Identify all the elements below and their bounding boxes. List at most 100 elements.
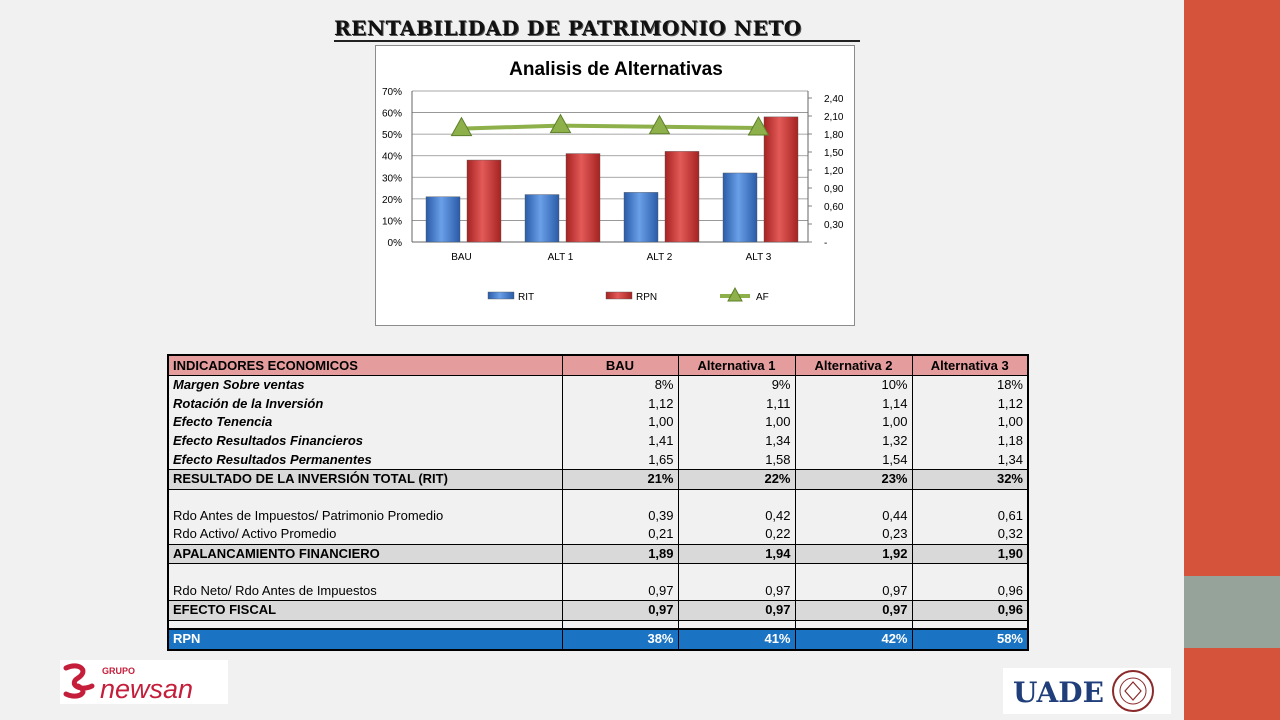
marker-af (450, 116, 473, 137)
left-axis-tick-label: 30% (382, 173, 402, 184)
left-axis-tick-label: 40% (382, 152, 402, 163)
row-value: 1,00 (911, 413, 1029, 432)
row-value: 0,96 (911, 581, 1029, 601)
table-row (167, 620, 1029, 629)
right-axis-tick-label: 1,80 (824, 130, 844, 141)
row-label: Rdo Antes de Impuestos/ Patrimonio Prome… (167, 506, 563, 526)
row-value: 1,12 (911, 394, 1029, 414)
row-value: 0,42 (677, 506, 796, 526)
row-value (677, 489, 796, 507)
marker-af (549, 113, 572, 134)
table-row-total: EFECTO FISCAL 0,97 0,97 0,97 0,96 (167, 599, 1029, 621)
marker-af (648, 114, 671, 135)
row-value (794, 489, 913, 507)
row-value (911, 489, 1029, 507)
row-value (677, 563, 796, 582)
row-value: 1,54 (794, 450, 913, 470)
row-value: 1,34 (677, 431, 796, 451)
row-value: 1,14 (794, 394, 913, 414)
bar-rit (722, 172, 758, 243)
bar-rpn (565, 153, 601, 243)
indicators-table-wrapper: INDICADORES ECONOMICOS BAU Alternativa 1 Al… (167, 354, 1029, 651)
indicators-table: INDICADORES ECONOMICOS BAU Alternativa 1 Al… (167, 354, 1029, 651)
row-value: 1,58 (677, 450, 796, 470)
x-axis-category-label: ALT 2 (647, 252, 673, 263)
row-label: Rdo Neto/ Rdo Antes de Impuestos (167, 581, 563, 601)
legend-swatch-rit (487, 291, 515, 300)
table-row: Efecto Resultados Financieros 1,41 1,34 1,3… (167, 431, 1029, 451)
row-value: 8% (561, 375, 679, 395)
row-value: 10% (794, 375, 913, 395)
row-value: 23% (794, 468, 913, 490)
row-value: 0,97 (794, 581, 913, 601)
row-label: EFECTO FISCAL (167, 599, 563, 621)
row-value: 41% (677, 627, 796, 650)
legend-swatch-rpn (605, 291, 633, 300)
uade-logo: UADE (1003, 668, 1171, 714)
row-value: 0,23 (794, 525, 913, 545)
right-axis-tick-label: 0,90 (824, 184, 844, 195)
table-row: Rotación de la Inversión 1,12 1,11 1,14 1,12 (167, 394, 1029, 414)
row-label: RPN (167, 627, 563, 650)
chart-title: Analisis de Alternativas (509, 59, 723, 80)
row-value: 0,97 (677, 599, 796, 621)
row-label: Efecto Resultados Financieros (167, 431, 563, 451)
bar-rit (623, 192, 659, 243)
row-value: 1,34 (911, 450, 1029, 470)
row-value: 9% (677, 375, 796, 395)
table-row: Rdo Antes de Impuestos/ Patrimonio Prome… (167, 506, 1029, 526)
table-row (167, 563, 1029, 582)
row-value (794, 620, 913, 629)
alternatives-chart: Analisis de Alternativas 0% 10% 20% 30% 40% 50… (382, 59, 844, 303)
row-label: Rotación de la Inversión (167, 394, 563, 414)
row-value: 1,89 (561, 543, 679, 565)
row-value (561, 620, 679, 629)
row-value: 1,00 (677, 413, 796, 432)
row-value: 0,44 (794, 506, 913, 526)
right-axis-tick-label: 2,10 (824, 112, 844, 123)
row-label: Rdo Activo/ Activo Promedio (167, 525, 563, 545)
right-axis-tick-label: 1,50 (824, 148, 844, 159)
left-axis-tick-label: 50% (382, 130, 402, 141)
row-value: 1,00 (561, 413, 679, 432)
legend-label-rit: RIT (518, 292, 534, 303)
title-underline (334, 40, 860, 42)
table-row: Margen Sobre ventas 8% 9% 10% 18% (167, 375, 1029, 395)
row-value: 0,97 (677, 581, 796, 601)
row-value: 21% (561, 468, 679, 490)
line-af (461, 123, 759, 131)
row-value: 0,39 (561, 506, 679, 526)
row-label: Margen Sobre ventas (167, 375, 563, 395)
slide-title: RENTABILIDAD DE PATRIMONIO NETO (334, 16, 802, 40)
row-label (167, 489, 563, 507)
table-row: Efecto Resultados Permanentes 1,65 1,58 1,5… (167, 450, 1029, 470)
right-axis-tick-label: 1,20 (824, 166, 844, 177)
row-value: 1,90 (911, 543, 1029, 565)
table-row: Efecto Tenencia 1,00 1,00 1,00 1,00 (167, 413, 1029, 432)
newsan-logo-graphic: GRUPO newsan (63, 663, 193, 704)
legend-label-af: AF (756, 292, 769, 303)
right-axis-tick-label: - (824, 238, 827, 249)
row-value: 1,18 (911, 431, 1029, 451)
row-value: 1,12 (561, 394, 679, 414)
header-cell-indicator: INDICADORES ECONOMICOS (167, 355, 563, 376)
row-value: 1,32 (794, 431, 913, 451)
newsan-logo-name: newsan (100, 674, 193, 704)
header-cell-alternative: Alternativa 2 (794, 355, 913, 376)
row-value: 1,94 (677, 543, 796, 565)
bar-rit (425, 196, 461, 243)
row-value: 22% (677, 468, 796, 490)
row-value (911, 563, 1029, 582)
row-value: 1,92 (794, 543, 913, 565)
left-axis-tick-label: 0% (388, 238, 403, 249)
chart-panel: Analisis de Alternativas 0% 10% 20% 30% 40% 50… (375, 45, 855, 326)
left-axis-tick-label: 60% (382, 109, 402, 120)
row-label: RESULTADO DE LA INVERSIÓN TOTAL (RIT) (167, 468, 563, 490)
uade-logo-graphic: UADE (1013, 670, 1154, 712)
row-value (794, 563, 913, 582)
row-value: 1,41 (561, 431, 679, 451)
row-value (677, 620, 796, 629)
row-value: 1,00 (794, 413, 913, 432)
row-value (561, 563, 679, 582)
row-value: 1,65 (561, 450, 679, 470)
